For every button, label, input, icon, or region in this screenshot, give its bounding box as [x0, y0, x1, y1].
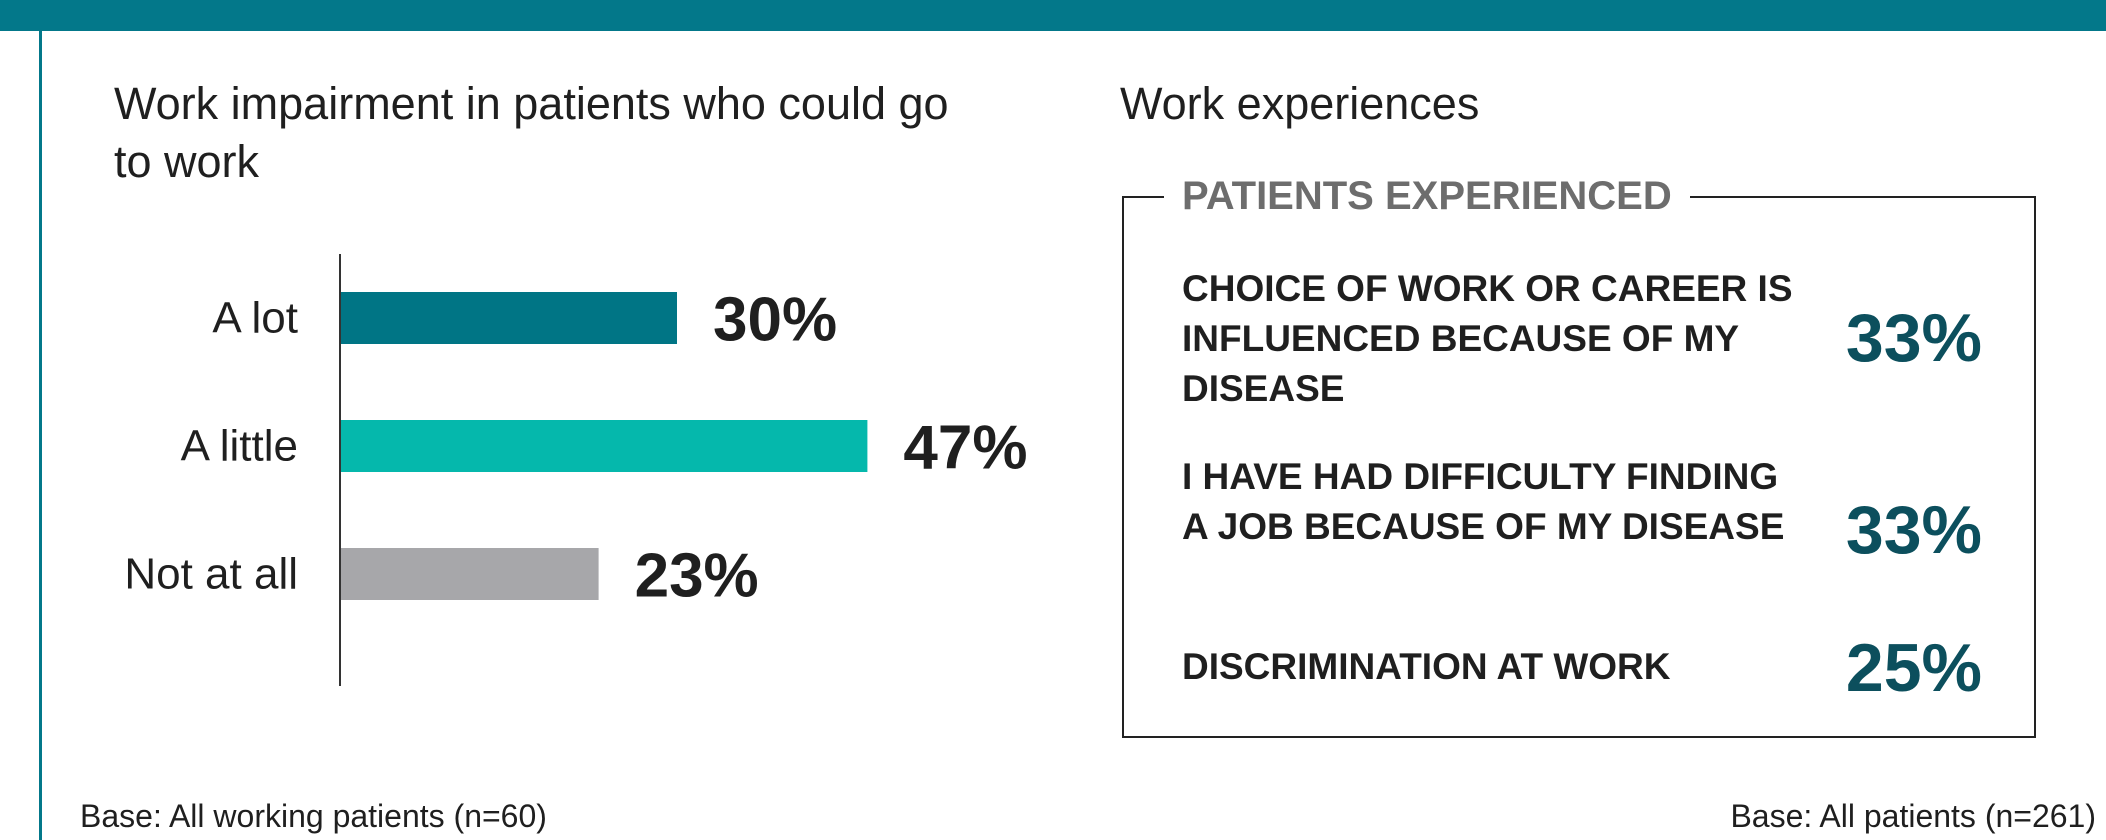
experience-item-label: DISCRIMINATION AT WORK	[1182, 646, 1671, 687]
bar-value-label: 30%	[713, 286, 837, 355]
base-note-working-patients: Base: All working patients (n=60)	[80, 798, 547, 834]
bar	[341, 292, 677, 344]
base-note-all-patients: Base: All patients (n=261)	[1730, 798, 2096, 834]
experience-item: CHOICE OF WORK OR CAREER IS INFLUENCED B…	[1182, 264, 2002, 414]
experience-item-label: CHOICE OF WORK OR CAREER IS INFLUENCED B…	[1182, 268, 1793, 409]
work-impairment-title: Work impairment in patients who could go…	[114, 78, 949, 187]
experience-item: I HAVE HAD DIFFICULTY FINDING A JOB BECA…	[1182, 452, 2002, 602]
patients-experienced-heading: PATIENTS EXPERIENCED	[1164, 170, 1690, 222]
work-impairment-bar-chart: A lot 30% A little 47% Not at all 23%	[124, 254, 1027, 686]
experience-item-value: 25%	[1845, 630, 1982, 706]
experience-item-value: 33%	[1845, 492, 1982, 568]
bar-value-label: 23%	[635, 542, 759, 611]
bar	[341, 548, 599, 600]
experience-item: DISCRIMINATION AT WORK 25%	[1182, 630, 2002, 706]
bar	[341, 420, 868, 472]
experience-item-value: 33%	[1845, 300, 1982, 376]
bars-group: A lot 30% A little 47% Not at all 23%	[124, 286, 1027, 611]
category-label: A lot	[212, 294, 298, 343]
category-label: A little	[181, 422, 298, 471]
experience-item-label: I HAVE HAD DIFFICULTY FINDING A JOB BECA…	[1182, 456, 1785, 547]
category-label: Not at all	[124, 550, 298, 599]
bar-value-label: 47%	[903, 414, 1027, 483]
panel-border	[39, 31, 42, 840]
work-experiences-title: Work experiences	[1120, 78, 1480, 129]
header-bar	[0, 0, 2106, 31]
